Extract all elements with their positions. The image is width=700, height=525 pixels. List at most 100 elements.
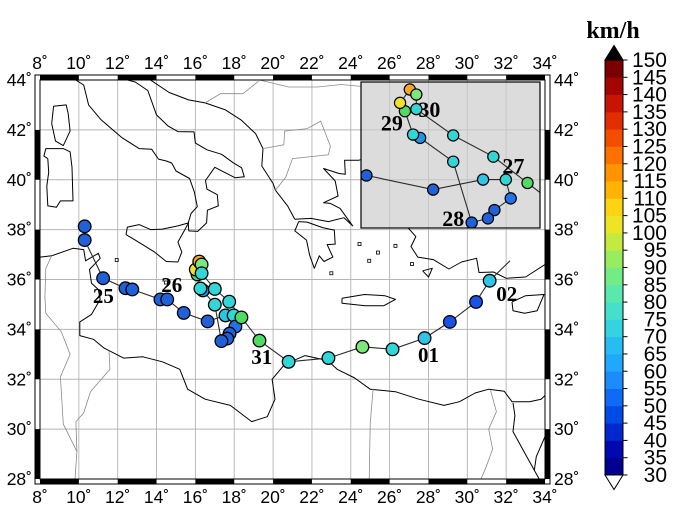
lon-tick-bottom: 22˚ xyxy=(299,487,324,507)
lon-tick-bottom: 26˚ xyxy=(377,487,402,507)
track-point xyxy=(96,271,111,286)
lon-tick-bottom: 10˚ xyxy=(66,487,91,507)
colorbar-tick-label: 110 xyxy=(634,187,667,210)
inset-track-point xyxy=(447,155,460,168)
day-label: 31 xyxy=(251,345,272,369)
inset-track-point xyxy=(361,169,373,182)
track-point xyxy=(417,331,432,346)
border-river-line xyxy=(74,350,111,479)
day-label: 01 xyxy=(418,343,439,367)
islet xyxy=(357,242,362,246)
lon-tick-bottom: 34˚ xyxy=(532,487,557,507)
lon-tick-bottom: 12˚ xyxy=(105,487,130,507)
islet xyxy=(114,258,119,262)
colorbar-tick-label: 50 xyxy=(644,395,667,418)
lon-tick-bottom: 28˚ xyxy=(416,487,441,507)
inset-track-point xyxy=(499,173,513,186)
coastline xyxy=(51,104,71,147)
islet xyxy=(410,262,414,266)
colorbar-tick-label: 35 xyxy=(644,447,667,470)
inset-track-point xyxy=(447,129,460,142)
colorbar-tick-label: 145 xyxy=(632,66,667,89)
map-frame xyxy=(34,74,551,485)
inset-map: 27 28 29 30 xyxy=(360,81,541,229)
colorbar-tick-label: 95 xyxy=(644,239,667,262)
lon-tick-bottom: 8˚ xyxy=(32,487,48,507)
colorbar-over-arrow xyxy=(604,44,624,61)
colorbar-tick-label: 135 xyxy=(632,101,667,124)
track-point xyxy=(207,297,222,312)
day-label: 26 xyxy=(161,273,182,297)
lat-tick-right: 38˚ xyxy=(554,220,579,240)
border-river-line xyxy=(262,120,331,191)
inset-track-point xyxy=(406,128,420,141)
inset-track-point xyxy=(504,192,517,205)
track-point xyxy=(252,333,267,348)
lat-tick-left: 44˚ xyxy=(7,70,32,90)
inset-track-point xyxy=(488,203,501,217)
lat-tick-right: 42˚ xyxy=(554,120,579,140)
colorbar-tick-label: 40 xyxy=(644,429,667,452)
border-river-line xyxy=(44,255,78,452)
coastline xyxy=(533,436,545,471)
colorbar: km/h 30354045505560657075808590951001051… xyxy=(586,18,667,491)
islet xyxy=(367,258,372,263)
border-river-line xyxy=(480,390,497,479)
track-point xyxy=(355,339,370,354)
border-river-line xyxy=(204,80,259,104)
day-label: 25 xyxy=(93,284,114,308)
colorbar-tick-label: 130 xyxy=(632,118,667,141)
colorbar-tick-label: 140 xyxy=(632,84,667,107)
colorbar-tick-label: 55 xyxy=(644,378,667,401)
coastline xyxy=(294,221,336,269)
coastline xyxy=(422,267,433,278)
inset-track-point xyxy=(426,183,440,196)
track-point xyxy=(160,292,175,307)
day-labels: 25 26 31 01 02 xyxy=(93,273,517,369)
inset-track-point xyxy=(476,173,490,186)
colorbar-tick-label: 120 xyxy=(632,153,667,176)
lon-tick-bottom: 16˚ xyxy=(183,487,208,507)
lon-tick-top: 30˚ xyxy=(455,53,480,73)
axis-tick-labels: 8˚ 8˚ 10˚ 10˚ 12˚ 12˚ 14˚ 14˚ 16˚ 16˚ 18˚ 18˚ 20˚ 20˚… xyxy=(7,53,580,507)
track-point xyxy=(222,294,237,309)
islet xyxy=(376,250,380,255)
lon-tick-top: 10˚ xyxy=(66,53,91,73)
inset-track-point xyxy=(393,96,407,110)
lon-tick-top: 8˚ xyxy=(32,53,48,73)
lat-tick-right: 36˚ xyxy=(554,270,579,290)
coastline xyxy=(125,222,190,263)
colorbar-title: km/h xyxy=(586,18,639,44)
islet xyxy=(163,280,168,285)
storm-track xyxy=(77,219,511,369)
colorbar-tick-label: 30 xyxy=(644,464,667,487)
lat-tick-left: 38˚ xyxy=(7,220,32,240)
lat-tick-right: 30˚ xyxy=(554,419,579,439)
inset-track-point xyxy=(487,150,500,163)
colorbar-tick-label: 60 xyxy=(644,360,667,383)
track-point xyxy=(200,314,215,329)
lat-tick-left: 34˚ xyxy=(7,319,32,339)
coastline xyxy=(511,294,545,314)
border-river-line xyxy=(368,388,374,479)
track-point xyxy=(469,294,483,309)
track-point xyxy=(234,310,249,325)
lon-tick-top: 20˚ xyxy=(260,53,285,73)
lat-tick-left: 28˚ xyxy=(7,469,32,489)
coastline xyxy=(512,402,540,479)
track-point xyxy=(193,281,208,296)
inset-day-label: 30 xyxy=(418,97,440,122)
track-point xyxy=(125,282,140,297)
colorbar-tick-label: 75 xyxy=(644,308,667,331)
islet xyxy=(329,271,334,276)
colorbar-tick-label: 90 xyxy=(644,257,667,280)
track-point xyxy=(207,282,222,296)
lon-tick-bottom: 20˚ xyxy=(260,487,285,507)
colorbar-tick-label: 150 xyxy=(632,49,667,72)
inset-track-point xyxy=(521,176,534,190)
lon-tick-top: 24˚ xyxy=(338,53,363,73)
coastline xyxy=(43,148,74,208)
track-point xyxy=(482,273,497,288)
